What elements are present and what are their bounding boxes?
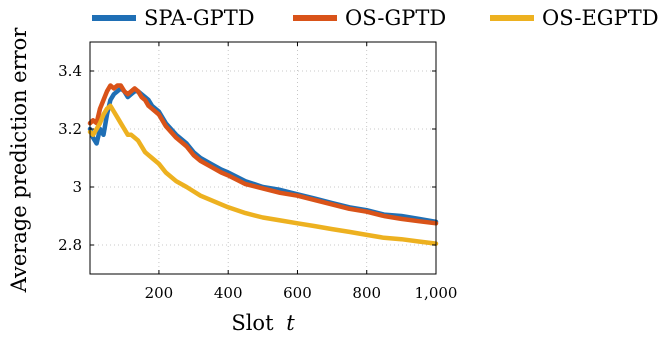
x-tick-label: 600 [283,284,312,302]
legend: SPA-GPTD OS-GPTD OS-EGPTD [92,6,659,30]
series-line-os-gptd [87,83,439,226]
y-axis-title: Average prediction error [7,27,31,294]
x-axis-title-text: Slot [231,311,274,335]
x-tick-label: 400 [214,284,243,302]
y-tick-label: 3 [72,178,82,196]
plot-series [87,83,439,246]
x-tick-label: 800 [352,284,381,302]
series-line-os-egptd [87,103,439,246]
legend-label-os-egptd: OS-EGPTD [542,6,659,30]
x-tick-label: 200 [145,284,174,302]
x-tick-label: 1,000 [415,284,458,302]
x-axis-title-variable: t [286,311,295,335]
legend-label-os-gptd: OS-GPTD [345,6,446,30]
series-line-spa-gptd [87,86,439,225]
legend-label-spa-gptd: SPA-GPTD [144,6,255,30]
plot-frame [89,41,437,275]
y-tick-label: 3.4 [58,62,82,80]
y-tick-label: 3.2 [58,120,82,138]
tick-labels: 200 400 600 800 1,000 2.8 3 3.2 3.4 [58,62,457,302]
x-axis-title: Slot t [231,311,295,335]
y-tick-label: 2.8 [58,236,82,254]
axis-ticks [90,42,437,274]
